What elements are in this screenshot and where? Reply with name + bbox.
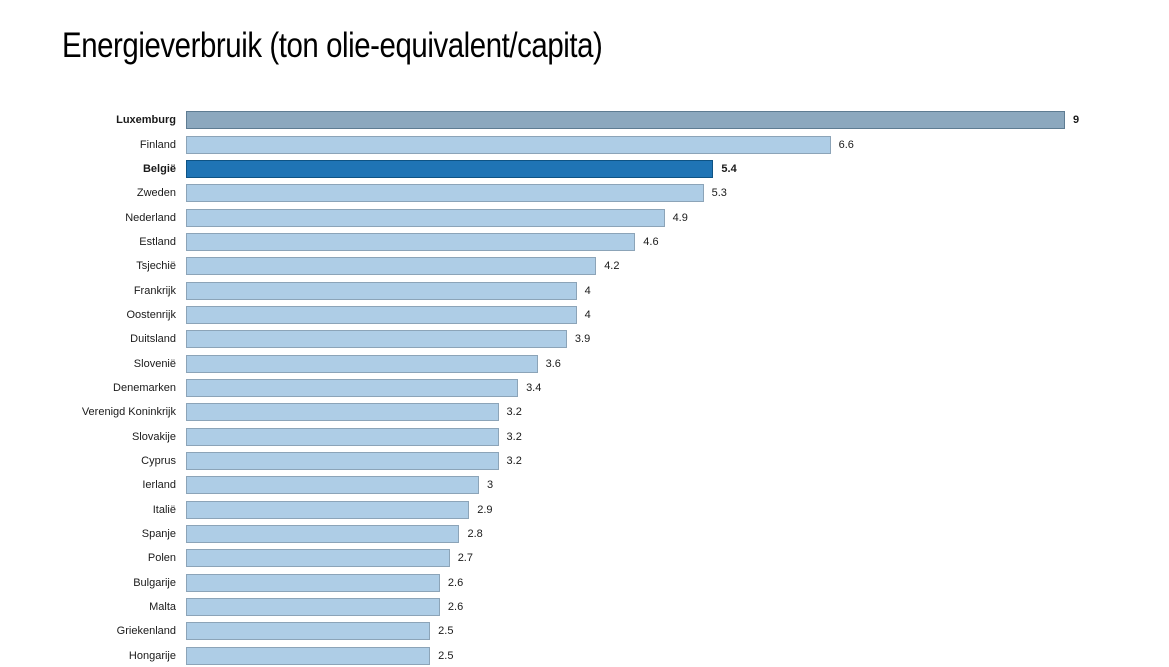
chart-row: Oostenrijk 4 bbox=[0, 303, 1169, 327]
value-label: 5.3 bbox=[711, 187, 727, 200]
bar bbox=[186, 500, 470, 519]
bar bbox=[186, 622, 431, 641]
chart-title: Energieverbruik (ton olie-equivalent/cap… bbox=[62, 26, 603, 65]
value-label: 2.9 bbox=[477, 503, 493, 516]
category-label: Estland bbox=[139, 235, 176, 248]
value-label: 3.6 bbox=[545, 357, 561, 370]
chart-row: Slovakije 3.2 bbox=[0, 424, 1169, 448]
category-label: Finland bbox=[139, 138, 176, 151]
value-label: 4 bbox=[584, 308, 591, 321]
category-label: Griekenland bbox=[116, 625, 176, 638]
value-label: 5.4 bbox=[721, 162, 737, 175]
bar bbox=[186, 354, 538, 373]
category-label: Slovenië bbox=[133, 357, 176, 370]
chart-row: Griekenland 2.5 bbox=[0, 619, 1169, 643]
category-label: Denemarken bbox=[113, 381, 176, 394]
bar bbox=[186, 330, 567, 349]
chart-row: Slovenië 3.6 bbox=[0, 351, 1169, 375]
bar bbox=[186, 111, 1065, 130]
value-label: 4.2 bbox=[604, 260, 620, 273]
category-label: Verenigd Koninkrijk bbox=[81, 406, 176, 419]
category-label: Cyprus bbox=[141, 454, 176, 467]
category-label: Bulgarije bbox=[133, 576, 176, 589]
bar bbox=[186, 598, 440, 617]
chart-row: Bulgarije 2.6 bbox=[0, 571, 1169, 595]
value-label: 4.6 bbox=[643, 235, 659, 248]
bar bbox=[186, 184, 704, 203]
bar bbox=[186, 427, 499, 446]
chart-row: Duitsland 3.9 bbox=[0, 327, 1169, 351]
value-label: 2.8 bbox=[467, 528, 483, 541]
chart-row: Cyprus 3.2 bbox=[0, 449, 1169, 473]
value-label: 4.9 bbox=[672, 211, 688, 224]
bar bbox=[186, 232, 636, 251]
chart-row: Estland 4.6 bbox=[0, 230, 1169, 254]
bar bbox=[186, 305, 577, 324]
value-label: 2.6 bbox=[447, 601, 464, 614]
value-label: 3.9 bbox=[574, 333, 591, 346]
chart-row: Ierland 3 bbox=[0, 473, 1169, 497]
chart-row: Nederland 4.9 bbox=[0, 205, 1169, 229]
chart-row: Polen 2.7 bbox=[0, 546, 1169, 570]
value-label: 2.6 bbox=[447, 576, 464, 589]
category-label: Slovakije bbox=[131, 430, 176, 443]
chart-row: Tsjechië 4.2 bbox=[0, 254, 1169, 278]
bar bbox=[186, 525, 460, 544]
value-label: 3.2 bbox=[506, 454, 522, 467]
value-label: 3.4 bbox=[526, 381, 542, 394]
value-label: 2.5 bbox=[438, 625, 454, 638]
bar bbox=[186, 476, 479, 495]
category-label: Luxemburg bbox=[116, 114, 176, 127]
bar bbox=[186, 573, 440, 592]
category-label: Zweden bbox=[136, 187, 176, 200]
category-label: België bbox=[142, 162, 176, 175]
category-label: Spanje bbox=[141, 528, 176, 541]
chart-row: Luxemburg 9 bbox=[0, 108, 1169, 132]
bar bbox=[186, 135, 831, 154]
chart-row: Finland 6.6 bbox=[0, 132, 1169, 156]
value-label: 3 bbox=[487, 479, 494, 492]
value-label: 2.5 bbox=[438, 649, 454, 662]
category-label: Italië bbox=[152, 503, 176, 516]
value-label: 2.7 bbox=[457, 552, 473, 565]
chart-row: Verenigd Koninkrijk 3.2 bbox=[0, 400, 1169, 424]
category-label: Frankrijk bbox=[133, 284, 176, 297]
bar bbox=[186, 378, 519, 397]
bar bbox=[186, 159, 714, 178]
value-label: 3.2 bbox=[506, 406, 522, 419]
category-label: Malta bbox=[149, 601, 176, 614]
bar bbox=[186, 403, 499, 422]
value-label: 4 bbox=[584, 284, 591, 297]
chart-row: Hongarije 2.5 bbox=[0, 644, 1169, 667]
value-label: 6.6 bbox=[838, 138, 854, 151]
bar bbox=[186, 646, 431, 665]
bar bbox=[186, 549, 450, 568]
chart-row: Spanje 2.8 bbox=[0, 522, 1169, 546]
bar-rows: Luxemburg 9 Finland 6.6 België 5.4 Zweden 5.3 Ne… bbox=[0, 108, 1169, 667]
chart-row: Italië 2.9 bbox=[0, 498, 1169, 522]
category-label: Hongarije bbox=[128, 649, 176, 662]
bar bbox=[186, 208, 665, 227]
bar bbox=[186, 281, 577, 300]
category-label: Ierland bbox=[142, 479, 176, 492]
bar bbox=[186, 257, 597, 276]
chart-row: Zweden 5.3 bbox=[0, 181, 1169, 205]
chart-row: België 5.4 bbox=[0, 157, 1169, 181]
value-label: 9 bbox=[1073, 114, 1080, 127]
bar bbox=[186, 451, 499, 470]
category-label: Tsjechië bbox=[136, 260, 176, 273]
value-label: 3.2 bbox=[506, 430, 522, 443]
chart-row: Malta 2.6 bbox=[0, 595, 1169, 619]
category-label: Duitsland bbox=[130, 333, 176, 346]
category-label: Polen bbox=[147, 552, 176, 565]
category-label: Nederland bbox=[125, 211, 176, 224]
chart-row: Frankrijk 4 bbox=[0, 278, 1169, 302]
category-label: Oostenrijk bbox=[126, 308, 176, 321]
chart-row: Denemarken 3.4 bbox=[0, 376, 1169, 400]
